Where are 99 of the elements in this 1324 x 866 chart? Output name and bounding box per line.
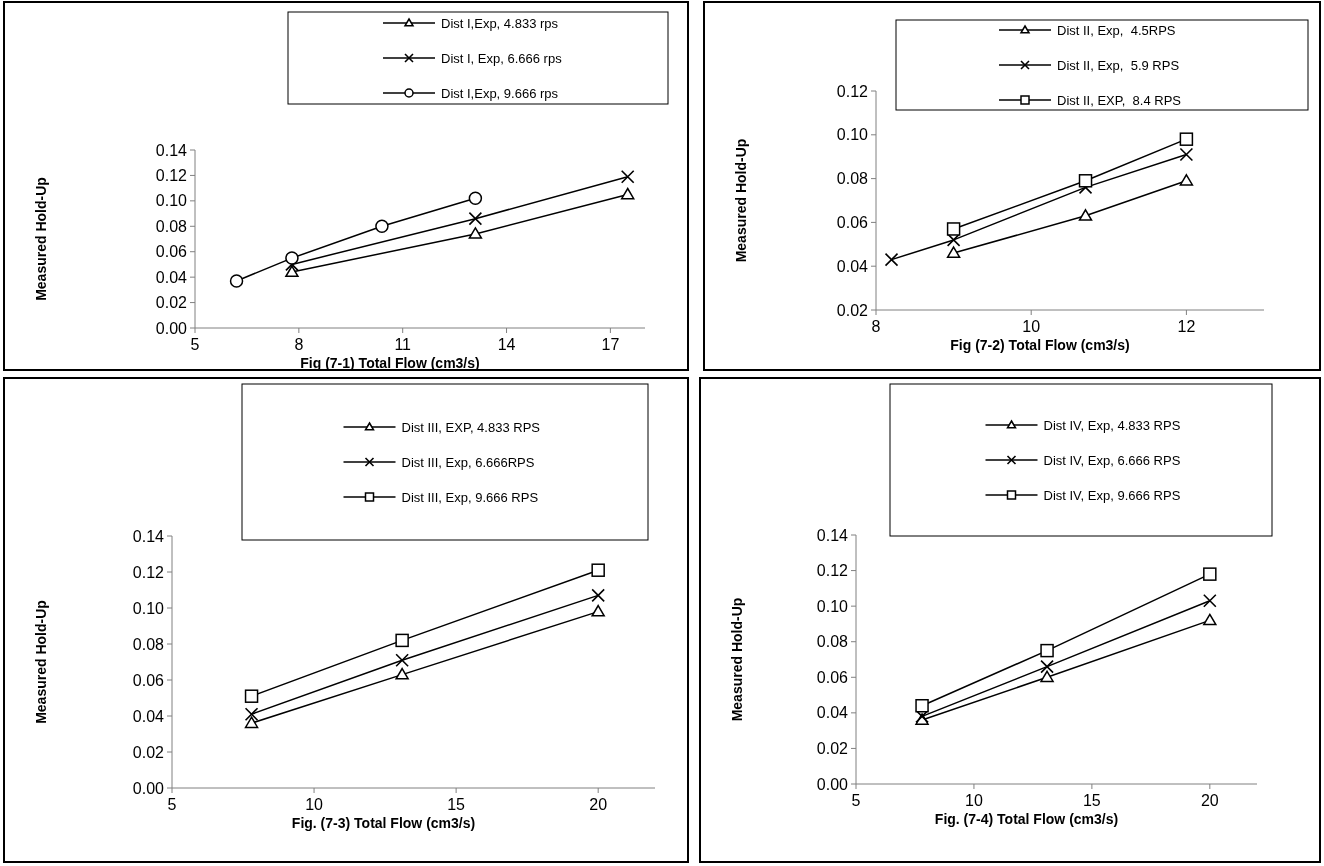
point — [591, 604, 605, 617]
point — [1179, 132, 1194, 146]
x-tick-label: 10 — [965, 792, 983, 809]
y-tick-label: 0.10 — [836, 126, 869, 144]
y-tick-label: 0.08 — [132, 635, 165, 653]
x-axis-title: Fig. (7-4) Total Flow (cm3/s) — [934, 811, 1119, 827]
x-tick-label: 5 — [167, 796, 177, 813]
y-tick-label: 0.02 — [132, 743, 165, 761]
y-tick-label: 0.00 — [132, 779, 165, 797]
y-tick-label: 0.08 — [155, 217, 188, 235]
point — [395, 667, 409, 680]
point — [375, 219, 389, 234]
x-tick-label: 5 — [190, 336, 200, 353]
y-tick-label: 0.02 — [836, 301, 869, 319]
y-tick-label: 0.00 — [816, 775, 849, 793]
y-tick-label: 0.06 — [132, 671, 165, 689]
y-tick-label: 0.10 — [132, 599, 165, 617]
legend-label: Dist III, Exp, 9.666 RPS — [401, 489, 539, 505]
x-tick-label: 14 — [497, 336, 516, 353]
point — [915, 698, 929, 713]
y-tick-label: 0.02 — [816, 740, 849, 758]
point — [620, 187, 635, 200]
y-tick-label: 0.04 — [816, 704, 849, 722]
y-tick-label: 0.04 — [836, 257, 869, 275]
y-tick-label: 0.12 — [816, 562, 849, 580]
legend-label: Dist III, EXP, 4.833 RPS — [401, 419, 541, 435]
legend-label: Dist III, Exp, 6.666RPS — [401, 454, 535, 470]
y-axis-title: Measured Hold-Up — [33, 600, 49, 724]
y-tick-label: 0.08 — [816, 633, 849, 651]
point — [244, 689, 259, 703]
point — [946, 233, 961, 247]
legend-label: Dist IV, Exp, 4.833 RPS — [1043, 417, 1181, 433]
point — [1040, 670, 1054, 683]
y-axis-title: Measured Hold-Up — [733, 138, 749, 263]
point — [285, 251, 299, 265]
y-tick-label: 0.12 — [155, 167, 188, 185]
x-tick-label: 20 — [589, 796, 608, 813]
y-tick-label: 0.08 — [836, 170, 869, 188]
point — [591, 588, 605, 603]
point — [1040, 643, 1054, 658]
y-tick-label: 0.06 — [816, 668, 849, 686]
y-tick-label: 0.10 — [155, 192, 188, 210]
y-tick-label: 0.00 — [155, 319, 188, 337]
legend-label: Dist II, EXP, 8.4 RPS — [1057, 92, 1182, 108]
y-axis-title: Measured Hold-Up — [729, 597, 745, 722]
y-tick-label: 0.06 — [836, 214, 869, 231]
point — [884, 252, 899, 267]
point — [285, 265, 299, 278]
x-tick-label: 8 — [871, 318, 881, 335]
point — [244, 707, 259, 721]
y-tick-label: 0.14 — [132, 527, 165, 545]
x-axis-title: Fig (7-2) Total Flow (cm3/s) — [950, 337, 1130, 353]
point — [1203, 594, 1217, 608]
x-tick-label: 15 — [1082, 792, 1101, 809]
y-tick-label: 0.02 — [155, 294, 188, 312]
x-tick-label: 10 — [305, 796, 324, 813]
point — [468, 211, 483, 226]
point — [1203, 613, 1217, 626]
point — [1179, 147, 1194, 162]
x-tick-label: 20 — [1200, 792, 1219, 809]
x-tick-label: 5 — [851, 792, 861, 809]
y-tick-label: 0.10 — [816, 597, 849, 615]
point — [244, 716, 259, 729]
y-tick-label: 0.14 — [816, 526, 849, 544]
point — [1179, 174, 1194, 186]
x-tick-label: 8 — [294, 336, 304, 353]
y-tick-label: 0.12 — [836, 82, 869, 100]
legend-label: Dist I,Exp, 4.833 rps — [441, 15, 559, 31]
point — [468, 227, 483, 239]
y-tick-label: 0.04 — [132, 707, 165, 725]
point — [946, 222, 961, 236]
legend-label: Dist II, Exp, 4.5RPS — [1057, 22, 1176, 38]
point — [591, 563, 605, 577]
x-axis-title: Fig. (7-3) Total Flow (cm3/s) — [291, 815, 476, 831]
point — [395, 653, 409, 667]
y-tick-label: 0.12 — [132, 563, 165, 581]
y-tick-label: 0.04 — [155, 268, 188, 286]
point — [620, 169, 635, 184]
x-tick-label: 11 — [394, 336, 412, 353]
y-tick-label: 0.14 — [155, 141, 188, 159]
y-axis-title: Measured Hold-Up — [33, 177, 49, 301]
x-tick-label: 17 — [601, 336, 620, 353]
point — [1040, 659, 1054, 674]
point — [946, 246, 961, 259]
legend-label: Dist I,Exp, 9.666 rps — [441, 85, 559, 101]
point — [468, 191, 483, 206]
legend-label: Dist II, Exp, 5.9 RPS — [1057, 57, 1180, 73]
x-tick-label: 15 — [447, 796, 466, 813]
x-tick-label: 10 — [1022, 318, 1041, 335]
point — [395, 633, 409, 648]
legend-label: Dist I, Exp, 6.666 rps — [441, 50, 563, 66]
legend-label: Dist IV, Exp, 6.666 RPS — [1043, 452, 1181, 468]
legend-label: Dist IV, Exp, 9.666 RPS — [1043, 487, 1181, 503]
point — [1203, 567, 1217, 581]
x-tick-label: 12 — [1177, 318, 1196, 335]
point — [1078, 174, 1093, 188]
point — [1078, 209, 1093, 221]
y-tick-label: 0.06 — [155, 243, 188, 261]
point — [229, 274, 244, 288]
